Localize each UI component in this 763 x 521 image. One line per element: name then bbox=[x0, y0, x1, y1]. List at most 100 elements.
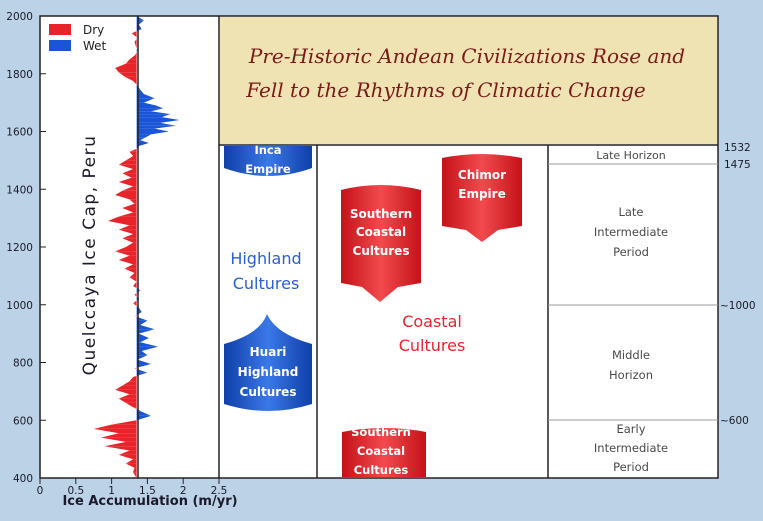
dry-segment bbox=[135, 316, 137, 317]
dry-segment bbox=[133, 375, 137, 377]
wet-segment bbox=[136, 84, 138, 86]
wet-segment bbox=[136, 368, 148, 373]
period-late-intermediate-line2: Intermediate bbox=[594, 225, 668, 239]
dry-segment bbox=[129, 54, 137, 60]
highland-label-line1: Highland bbox=[230, 249, 301, 268]
period-late-intermediate-line3: Period bbox=[613, 245, 649, 259]
dry-segment bbox=[134, 38, 137, 42]
period-late-intermediate-line1: Late bbox=[618, 205, 643, 219]
dry-segment bbox=[133, 281, 137, 286]
dry-segment bbox=[100, 433, 137, 438]
dry-segment bbox=[122, 234, 137, 239]
y-tick-label: 1400 bbox=[6, 184, 33, 196]
y-tick-label: 2000 bbox=[6, 11, 33, 23]
dry-segment bbox=[104, 441, 137, 447]
dry-segment bbox=[129, 376, 137, 382]
dry-segment bbox=[118, 398, 137, 403]
ice-core-plot bbox=[93, 16, 180, 478]
wet-segment bbox=[136, 125, 177, 129]
wet-segment bbox=[136, 114, 171, 118]
wet-segment bbox=[136, 333, 149, 338]
dry-segment bbox=[122, 186, 137, 191]
southern-coastal-upper-block bbox=[341, 185, 421, 302]
dry-segment bbox=[118, 225, 137, 230]
dry-segment bbox=[135, 315, 137, 317]
dry-segment bbox=[122, 381, 137, 386]
period-middle-horizon-line2: Horizon bbox=[609, 368, 653, 382]
year-mark-1475: 1475 bbox=[724, 159, 751, 171]
wet-segment bbox=[136, 324, 155, 330]
wet-segment bbox=[136, 342, 159, 347]
dry-segment bbox=[108, 216, 137, 222]
dry-segment bbox=[129, 148, 137, 152]
dry-segment bbox=[122, 203, 137, 209]
dry-segment bbox=[118, 164, 137, 170]
dry-segment bbox=[115, 67, 137, 73]
year-mark-1532: 1532 bbox=[724, 142, 751, 154]
legend-wet-swatch bbox=[49, 40, 71, 51]
x-tick-label: 2 bbox=[180, 485, 187, 497]
wet-segment bbox=[136, 48, 138, 51]
dry-segment bbox=[129, 277, 137, 282]
x-tick-label: 1.5 bbox=[139, 485, 156, 497]
wet-segment bbox=[136, 372, 148, 376]
dry-segment bbox=[118, 450, 137, 455]
coastal-label-line1: Coastal bbox=[402, 312, 462, 331]
coastal-label-line2: Cultures bbox=[399, 336, 466, 355]
inca-empire-line2: Empire bbox=[245, 162, 291, 176]
title-box bbox=[220, 17, 717, 144]
dry-segment bbox=[133, 472, 137, 478]
wet-segment bbox=[136, 411, 151, 416]
dry-segment bbox=[125, 156, 137, 161]
wet-segment bbox=[136, 363, 151, 368]
chimor-line1: Chimor bbox=[458, 168, 506, 182]
dry-segment bbox=[118, 255, 137, 260]
dry-segment bbox=[131, 31, 137, 34]
wet-segment bbox=[136, 50, 138, 53]
huari-block bbox=[224, 314, 312, 411]
dry-segment bbox=[133, 407, 137, 410]
huari-line3: Cultures bbox=[240, 385, 297, 399]
dry-segment bbox=[122, 238, 137, 243]
wet-segment bbox=[136, 105, 164, 109]
wet-segment bbox=[136, 117, 180, 120]
wet-segment bbox=[136, 143, 149, 146]
dry-segment bbox=[118, 394, 137, 399]
dry-segment bbox=[125, 402, 137, 408]
dry-segment bbox=[125, 459, 137, 464]
dry-segment bbox=[115, 247, 137, 252]
period-early-intermediate-line1: Early bbox=[616, 422, 645, 436]
dry-segment bbox=[133, 303, 137, 307]
dry-segment bbox=[131, 33, 137, 38]
inca-empire-block bbox=[224, 146, 312, 176]
dry-segment bbox=[122, 169, 137, 174]
dry-segment bbox=[104, 446, 137, 451]
dry-segment bbox=[115, 190, 137, 196]
chart-title-line1: Pre-Historic Andean Civilizations Rose a… bbox=[248, 44, 685, 68]
dry-segment bbox=[108, 221, 137, 226]
dry-segment bbox=[118, 212, 137, 217]
dry-segment bbox=[115, 63, 137, 68]
dry-segment bbox=[93, 428, 137, 434]
wet-segment bbox=[136, 320, 148, 325]
dry-segment bbox=[133, 300, 137, 304]
y-tick-label: 600 bbox=[13, 415, 33, 427]
dry-segment bbox=[118, 454, 137, 460]
y-tick-label: 1600 bbox=[6, 127, 33, 139]
wet-segment bbox=[136, 316, 148, 321]
dry-segment bbox=[134, 41, 137, 47]
wet-segment bbox=[136, 346, 159, 351]
southern-coastal-upper-line3: Cultures bbox=[353, 244, 410, 258]
dry-segment bbox=[135, 52, 137, 55]
dry-segment bbox=[115, 195, 137, 200]
southern-coastal-lower-line3: Cultures bbox=[354, 463, 409, 477]
dry-segment bbox=[118, 160, 137, 165]
wet-segment bbox=[136, 131, 169, 135]
year-mark-600: ~600 bbox=[720, 415, 749, 427]
dry-segment bbox=[133, 80, 137, 85]
period-early-intermediate-line3: Period bbox=[613, 460, 649, 474]
southern-coastal-upper-line2: Coastal bbox=[356, 225, 406, 239]
x-tick-label: 0.5 bbox=[67, 485, 84, 497]
wet-segment bbox=[136, 108, 164, 112]
x-tick-label: 1 bbox=[108, 485, 115, 497]
